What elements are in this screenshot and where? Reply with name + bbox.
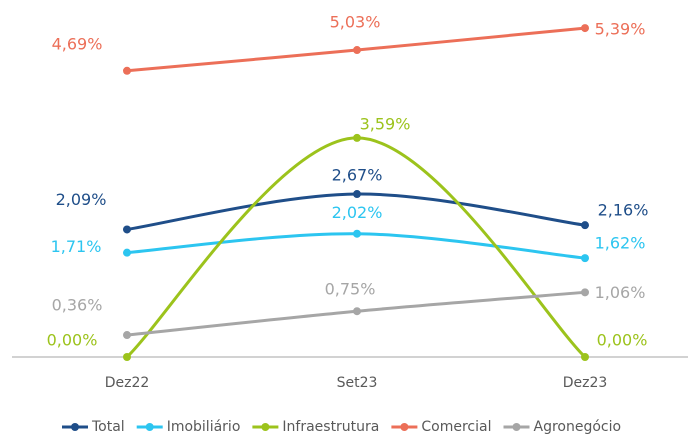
legend-marker	[261, 423, 270, 431]
data-point	[581, 254, 589, 263]
data-label: 0,00%	[47, 331, 98, 350]
data-point	[353, 46, 361, 55]
data-point	[353, 307, 361, 316]
legend-label: Comercial	[421, 419, 491, 434]
data-point	[123, 248, 131, 257]
data-point	[581, 221, 589, 230]
data-label: 2,16%	[598, 201, 649, 220]
legend-label: Total	[91, 419, 125, 434]
data-label: 0,36%	[52, 296, 103, 315]
legend-marker	[145, 423, 154, 431]
data-label: 1,06%	[595, 283, 646, 302]
data-point	[123, 331, 131, 340]
data-label: 4,69%	[52, 34, 103, 53]
data-label: 2,02%	[332, 203, 383, 222]
data-point	[581, 24, 589, 33]
legend-label: Infraestrutura	[282, 419, 379, 434]
x-tick-label: Set23	[337, 375, 378, 391]
x-tick-label: Dez22	[105, 375, 150, 391]
data-label: 0,75%	[325, 280, 376, 299]
data-label: 5,03%	[330, 13, 381, 32]
data-point	[353, 229, 361, 238]
data-point	[123, 66, 131, 75]
legend-marker	[400, 423, 409, 431]
data-point	[581, 288, 589, 297]
legend-label: Imobiliário	[167, 419, 241, 434]
data-label: 1,62%	[595, 234, 646, 253]
data-label: 3,59%	[360, 114, 411, 133]
legend-label: Agronegócio	[534, 419, 622, 434]
data-point	[123, 353, 131, 361]
data-label: 1,71%	[51, 237, 102, 256]
data-label: 0,00%	[597, 331, 648, 350]
x-tick-label: Dez23	[563, 375, 608, 391]
data-point	[123, 225, 131, 234]
data-point	[353, 133, 361, 142]
data-label: 2,09%	[56, 190, 107, 209]
legend-marker	[512, 423, 521, 431]
data-label: 5,39%	[595, 20, 646, 39]
data-point	[581, 353, 589, 361]
data-point	[353, 190, 361, 199]
data-label: 2,67%	[332, 166, 383, 185]
legend-marker	[71, 423, 79, 431]
